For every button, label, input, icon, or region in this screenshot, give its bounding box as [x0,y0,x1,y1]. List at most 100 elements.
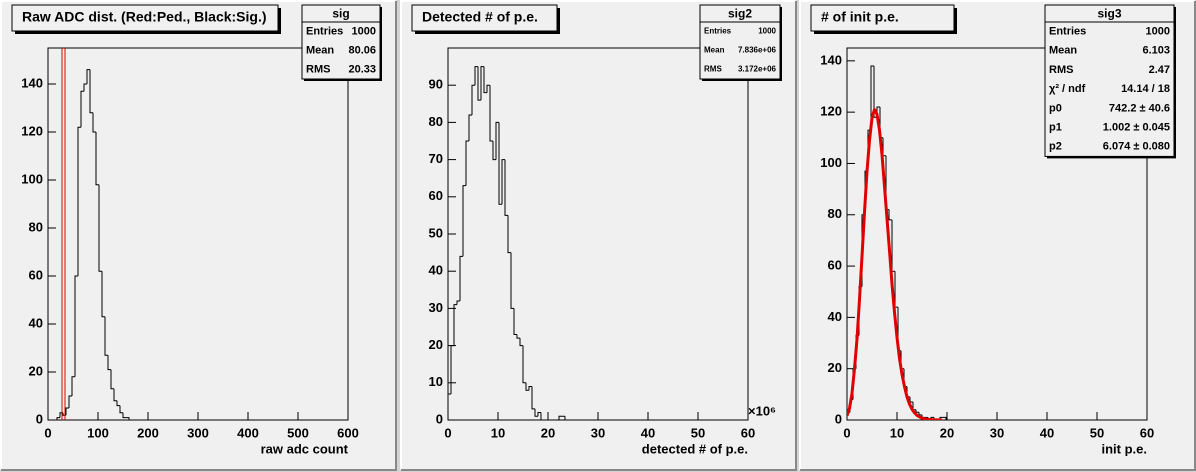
stats-label: p0 [1049,102,1062,114]
y-tick-label: 50 [429,225,443,240]
y-tick-label: 0 [36,411,43,426]
x-tick-label: 50 [1090,425,1104,440]
y-tick-label: 140 [820,52,842,67]
hist-bin [122,412,126,419]
stats-value: 80.06 [348,44,376,56]
x-tick-label: 40 [641,425,655,440]
hist-bin [456,300,460,305]
hist-bin [56,417,60,420]
x-tick-label: 600 [337,425,359,440]
x-tick-label: 0 [843,425,850,440]
frame [47,47,349,421]
pad-bevel [800,1,1196,471]
hist-bin [888,209,892,221]
pad-bevel [0,0,396,470]
hist-bin [522,345,526,384]
stats-value: 6.074 ± 0.080 [1103,141,1170,153]
pad-bevel [401,1,797,471]
hist-bin [501,159,505,205]
hist-bin [513,308,517,335]
stats-label: χ² / ndf [1049,83,1086,95]
pad-bevel [400,0,796,470]
hist-bin [507,215,511,254]
hist-bin [504,159,508,216]
stats-box [699,4,781,80]
hist-bin [495,121,499,160]
fit-curve [847,108,943,420]
stats-label: RMS [704,65,722,74]
stats-value: 1000 [1146,26,1170,38]
y-tick-label: 30 [429,300,443,315]
y-tick-label: 20 [429,337,443,352]
hist-bin [525,382,529,391]
chart-title: Raw ADC dist. (Red:Ped., Black:Sig.) [22,9,267,25]
stats-label: RMS [306,63,330,75]
hist-bin [519,338,523,347]
x-tick-label: 10 [491,425,505,440]
x-tick-label: 60 [741,425,755,440]
hist-bin [450,345,454,394]
x-tick-label: 500 [287,425,309,440]
stats-value: 2.47 [1149,64,1170,76]
stats-label: RMS [1049,64,1073,76]
hist-bin [68,395,72,408]
hist-bin [480,66,484,101]
hist-bin [107,355,111,371]
hist-bin [528,386,532,391]
hist-bin [933,417,937,420]
hist-bin [531,386,535,410]
hist-bin [468,114,472,141]
x-tick-label: 30 [990,425,1004,440]
stats-name: sig2 [728,7,752,21]
hist-bin [558,415,562,420]
y-tick-label: 60 [429,188,443,203]
hist-bin [71,376,75,396]
stats-label: Entries [1049,26,1086,38]
stats-value: 20.33 [348,63,376,75]
stats-label: p1 [1049,122,1062,134]
hist-bin [453,304,457,346]
x-tick-label: 10 [890,425,904,440]
x-tick-label: 100 [87,425,109,440]
y-tick-label: 100 [21,171,43,186]
x-tick-label: 60 [1140,425,1154,440]
x-tick-label: 400 [237,425,259,440]
x-axis-label: init p.e. [1102,441,1148,456]
y-tick-label: 40 [429,263,443,278]
x-tick-label: 0 [444,425,451,440]
y-tick-label: 100 [820,155,842,170]
hist-bin [516,334,520,339]
title-box [810,4,955,32]
hist-bin [86,69,90,84]
stats-label: Entries [704,27,732,36]
stats-label: Mean [306,44,334,56]
hist-bin [116,400,120,407]
stats-value: 742.2 ± 40.6 [1109,102,1170,114]
stats-value: 6.103 [1142,45,1170,57]
stats-box [301,4,381,80]
hist-bin [870,65,874,131]
y-tick-label: 60 [29,267,43,282]
hist-bin [462,185,466,257]
pad-bevel [799,0,1195,470]
hist-bin [448,393,451,420]
hist-bin [498,122,502,205]
stats-label: p2 [1049,141,1062,153]
y-tick-label: 40 [828,309,842,324]
y-tick-label: 0 [835,411,842,426]
x-tick-label: 200 [137,425,159,440]
y-tick-label: 70 [429,151,443,166]
chart-title: Detected # of p.e. [422,9,538,25]
x-tick-label: 30 [591,425,605,440]
pad-bevel [1,1,397,471]
hist-bin [564,416,568,420]
hist-bin [459,255,463,301]
hist-bin [474,66,478,86]
hist-bin [483,66,487,94]
x-exponent: ×10⁶ [748,403,776,418]
hist-bin [119,405,123,414]
x-tick-label: 20 [541,425,555,440]
hist-bin [492,141,496,161]
y-tick-label: 120 [21,123,43,138]
